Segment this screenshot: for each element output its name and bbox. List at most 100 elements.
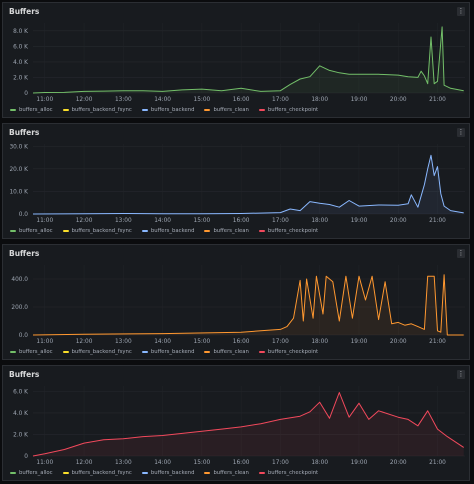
legend-label: buffers_clean xyxy=(213,470,249,476)
x-tick-label: 14:00 xyxy=(154,460,171,466)
legend-label: buffers_alloc xyxy=(19,349,53,355)
legend-swatch xyxy=(62,351,69,353)
legend-swatch xyxy=(204,230,211,232)
x-tick-label: 11:00 xyxy=(36,97,53,103)
legend-swatch xyxy=(141,351,148,353)
x-tick-label: 15:00 xyxy=(194,460,211,466)
legend-item-buffers_clean[interactable]: buffers_clean xyxy=(204,349,249,355)
legend-item-buffers_checkpoint[interactable]: buffers_checkpoint xyxy=(258,228,318,234)
panel-menu-button[interactable]: ⋮ xyxy=(457,370,465,379)
x-tick-label: 18:00 xyxy=(311,97,328,103)
legend-item-buffers_backend[interactable]: buffers_backend xyxy=(141,470,195,476)
legend-label: buffers_backend_fsync xyxy=(71,107,132,113)
legend-item-buffers_clean[interactable]: buffers_clean xyxy=(204,228,249,234)
legend-swatch xyxy=(258,109,265,111)
panel-title: Buffers xyxy=(9,370,40,379)
x-tick-label: 12:00 xyxy=(76,97,93,103)
legend-item-buffers_backend[interactable]: buffers_backend xyxy=(141,349,195,355)
legend-item-buffers_alloc[interactable]: buffers_alloc xyxy=(10,107,53,113)
legend-item-buffers_alloc[interactable]: buffers_alloc xyxy=(10,228,53,234)
legend-swatch xyxy=(10,351,16,353)
x-tick-label: 13:00 xyxy=(115,339,132,345)
legend-swatch xyxy=(258,230,265,232)
legend: buffers_alloc buffers_backend_fsync buffer… xyxy=(10,469,318,477)
x-tick-label: 21:00 xyxy=(429,339,446,345)
x-tick-label: 11:00 xyxy=(36,218,53,224)
legend-label: buffers_backend_fsync xyxy=(71,228,132,234)
legend-item-buffers_backend_fsync[interactable]: buffers_backend_fsync xyxy=(62,349,132,355)
x-tick-label: 19:00 xyxy=(351,339,368,345)
x-tick-label: 13:00 xyxy=(115,218,132,224)
x-tick-label: 17:00 xyxy=(272,339,289,345)
legend-swatch xyxy=(10,109,16,111)
y-tick-label: 8.0 K xyxy=(13,29,28,35)
legend-swatch xyxy=(141,109,148,111)
x-tick-label: 20:00 xyxy=(390,218,407,224)
x-tick-label: 17:00 xyxy=(272,218,289,224)
legend-item-buffers_backend_fsync[interactable]: buffers_backend_fsync xyxy=(62,228,132,234)
x-tick-label: 12:00 xyxy=(76,218,93,224)
y-tick-label: 20.0 K xyxy=(9,167,28,173)
y-tick-label: 200.0 xyxy=(11,305,28,311)
legend-item-buffers_backend[interactable]: buffers_backend xyxy=(141,228,195,234)
y-tick-label: 0 xyxy=(24,454,28,460)
series-area-buffers_alloc xyxy=(33,26,464,93)
x-tick-label: 19:00 xyxy=(351,460,368,466)
legend-item-buffers_alloc[interactable]: buffers_alloc xyxy=(10,470,53,476)
legend-item-buffers_checkpoint[interactable]: buffers_checkpoint xyxy=(258,470,319,476)
series-line-buffers_alloc xyxy=(32,26,464,94)
series-line-buffers_backend xyxy=(32,154,464,215)
x-tick-label: 14:00 xyxy=(154,97,171,103)
series-line-buffers_checkpoint xyxy=(32,392,464,457)
x-tick-label: 20:00 xyxy=(390,97,407,103)
legend-label: buffers_alloc xyxy=(19,107,53,113)
legend-item-buffers_checkpoint[interactable]: buffers_checkpoint xyxy=(258,107,318,113)
legend-label: buffers_backend xyxy=(150,470,195,476)
panel-menu-button[interactable]: ⋮ xyxy=(457,128,465,137)
x-tick-label: 20:00 xyxy=(390,460,407,466)
legend-swatch xyxy=(62,472,69,474)
legend-item-buffers_clean[interactable]: buffers_clean xyxy=(204,470,249,476)
panel-title: Buffers xyxy=(9,128,40,137)
chart-plot: 0 2.0 K 4.0 K 6.0 K 11:00 12:00 13:00 14:00 15:0… xyxy=(13,386,465,466)
y-tick-label: 400.0 xyxy=(11,277,28,283)
x-tick-label: 18:00 xyxy=(311,218,328,224)
x-tick-label: 12:00 xyxy=(76,460,93,466)
x-tick-label: 14:00 xyxy=(154,218,171,224)
legend-label: buffers_backend xyxy=(150,228,195,234)
x-tick-label: 15:00 xyxy=(194,218,211,224)
x-tick-label: 19:00 xyxy=(351,97,368,103)
legend-swatch xyxy=(10,472,16,474)
panel-menu-button[interactable]: ⋮ xyxy=(457,249,465,258)
x-tick-label: 17:00 xyxy=(272,97,289,103)
x-tick-label: 20:00 xyxy=(390,339,407,345)
x-tick-label: 17:00 xyxy=(272,460,289,466)
legend-swatch xyxy=(258,351,265,353)
legend: buffers_alloc buffers_backend_fsync buffer… xyxy=(10,348,318,356)
x-tick-label: 18:00 xyxy=(311,460,328,466)
y-tick-label: 0.0 xyxy=(19,333,29,339)
x-tick-label: 21:00 xyxy=(429,460,446,466)
x-tick-label: 16:00 xyxy=(233,218,250,224)
legend-item-buffers_backend_fsync[interactable]: buffers_backend_fsync xyxy=(62,107,132,113)
legend-item-buffers_alloc[interactable]: buffers_alloc xyxy=(10,349,53,355)
legend-swatch xyxy=(204,472,211,474)
legend-label: buffers_backend xyxy=(150,107,195,113)
y-tick-label: 0 xyxy=(24,91,28,97)
legend-label: buffers_backend_fsync xyxy=(71,349,132,355)
y-tick-label: 6.0 K xyxy=(13,389,28,395)
legend-label: buffers_clean xyxy=(213,228,249,234)
y-tick-label: 2.0 K xyxy=(13,75,28,81)
legend-item-buffers_clean[interactable]: buffers_clean xyxy=(204,107,249,113)
legend-item-buffers_backend[interactable]: buffers_backend xyxy=(141,107,195,113)
x-tick-label: 21:00 xyxy=(429,97,446,103)
panel-menu-button[interactable]: ⋮ xyxy=(457,7,465,16)
legend-swatch xyxy=(258,472,265,474)
x-tick-label: 15:00 xyxy=(194,97,211,103)
legend-item-buffers_checkpoint[interactable]: buffers_checkpoint xyxy=(258,349,318,355)
legend-item-buffers_backend_fsync[interactable]: buffers_backend_fsync xyxy=(62,470,132,476)
legend-label: buffers_checkpoint xyxy=(267,470,319,476)
legend-label: buffers_backend xyxy=(150,349,195,355)
x-tick-label: 16:00 xyxy=(233,97,250,103)
legend: buffers_alloc buffers_backend_fsync buffer… xyxy=(10,106,318,114)
